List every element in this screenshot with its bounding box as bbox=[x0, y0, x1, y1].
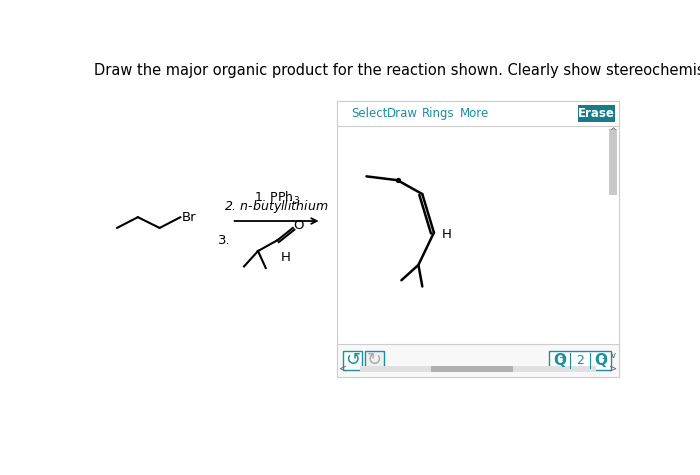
Text: Select: Select bbox=[351, 107, 387, 120]
Bar bbox=[365, 351, 384, 370]
Bar bbox=[337, 101, 620, 377]
Text: ↻: ↻ bbox=[367, 352, 382, 370]
Text: 1. PPh$_3$: 1. PPh$_3$ bbox=[253, 190, 300, 206]
Text: H: H bbox=[281, 251, 291, 264]
Bar bbox=[609, 129, 617, 195]
Text: ↺: ↺ bbox=[345, 352, 360, 370]
Text: 2. $n$-butyllithium: 2. $n$-butyllithium bbox=[225, 198, 329, 215]
Bar bbox=[343, 351, 362, 370]
Text: 2: 2 bbox=[577, 354, 584, 367]
Text: >: > bbox=[609, 364, 617, 374]
Bar bbox=[578, 105, 615, 122]
Text: Q: Q bbox=[553, 353, 566, 368]
Text: O: O bbox=[294, 219, 304, 232]
Text: Draw the major organic product for the reaction shown. Clearly show stereochemis: Draw the major organic product for the r… bbox=[94, 63, 700, 78]
Text: -: - bbox=[601, 353, 605, 363]
Text: ^: ^ bbox=[610, 127, 617, 136]
Text: <: < bbox=[340, 364, 347, 374]
Text: More: More bbox=[459, 107, 489, 120]
Text: v: v bbox=[610, 351, 615, 360]
Bar bbox=[337, 344, 620, 377]
Text: Erase: Erase bbox=[578, 107, 615, 120]
Bar bbox=[431, 366, 513, 372]
Bar bbox=[550, 351, 611, 370]
Text: Br: Br bbox=[181, 211, 196, 224]
Bar bbox=[337, 101, 620, 125]
Bar bbox=[360, 366, 596, 372]
Text: Rings: Rings bbox=[422, 107, 455, 120]
Text: Q: Q bbox=[594, 353, 608, 368]
Text: Draw: Draw bbox=[386, 107, 418, 120]
Text: +: + bbox=[558, 353, 566, 363]
Text: 3.: 3. bbox=[218, 234, 230, 247]
Text: H: H bbox=[442, 228, 452, 241]
